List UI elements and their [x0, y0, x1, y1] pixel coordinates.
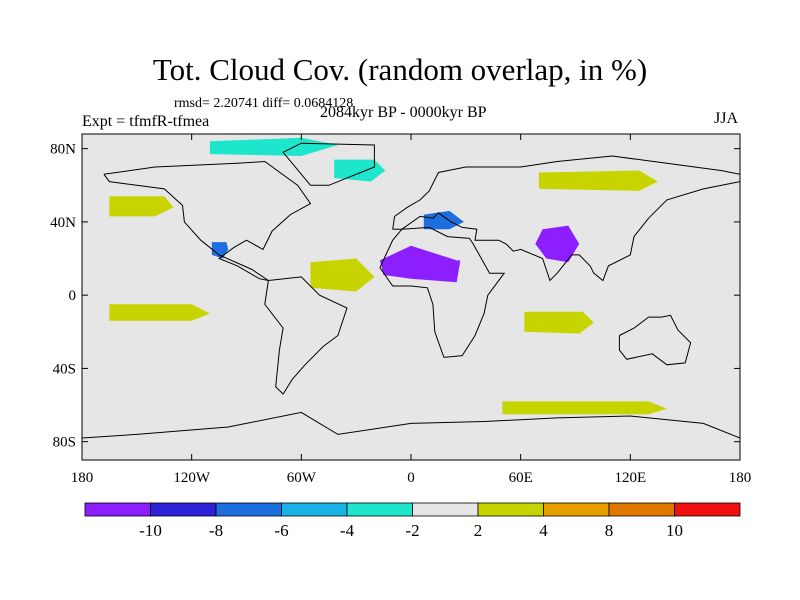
anomaly-europe-negative [423, 210, 464, 230]
anomaly-field [109, 137, 667, 415]
x-tick-label: 120W [173, 470, 211, 486]
anomaly-sahel-negative [379, 245, 461, 283]
anomaly-arctic-negative [209, 137, 338, 156]
colorbar-label: 10 [666, 521, 683, 540]
y-tick-label: 80N [50, 142, 76, 158]
y-tick-label: 40S [53, 361, 76, 377]
colorbar-label: -8 [209, 521, 223, 540]
experiment-label: Expt = tfmfR-tfmea [82, 113, 210, 130]
colorbar-swatch [608, 502, 675, 517]
coastline-0 [103, 160, 312, 281]
colorbar-label: 4 [539, 521, 548, 540]
colorbar: -10 -8 -6 -4 -2 2 4 8 10 [84, 502, 741, 540]
colorbar-label: 2 [474, 521, 483, 540]
coastline-3 [392, 155, 740, 282]
colorbar-swatch [84, 502, 151, 517]
map-area [82, 134, 740, 460]
x-tick-label: 60W [287, 470, 317, 486]
anomaly-india-negative [535, 225, 580, 263]
colorbar-swatch [150, 502, 217, 517]
anomaly-south-pacific-positive [109, 304, 210, 321]
season-label: JJA [714, 110, 739, 127]
x-tick-label: 120E [614, 470, 646, 486]
map-axes: 180 120W 60W 0 60E 120E 180 80N 40N 0 40S 80S [50, 133, 752, 486]
colorbar-swatch [215, 502, 282, 517]
x-tick-label: 180 [71, 470, 94, 486]
x-tick-label: 60E [509, 470, 533, 486]
coastline-1 [282, 142, 375, 186]
coastline-5 [618, 314, 692, 366]
anomaly-indian-ocean-positive [524, 311, 594, 334]
colorbar-swatch [412, 502, 479, 517]
colorbar-label: -4 [340, 521, 355, 540]
y-tick-label: 40N [50, 215, 76, 231]
coastline-6 [82, 411, 740, 439]
stats-label: rmsd= 2.20741 diff= 0.0684128 [174, 96, 354, 111]
y-tick-label: 80S [53, 435, 76, 451]
period-label: 2084kyr BP - 0000kyr BP [320, 104, 487, 121]
colorbar-swatch [477, 502, 544, 517]
colorbar-label: -2 [405, 521, 419, 540]
colorbar-swatch [346, 502, 413, 517]
anomaly-southern-ocean-positive [502, 401, 667, 415]
colorbar-swatch [674, 502, 741, 517]
anomaly-north-atlantic-negative [334, 159, 386, 182]
colorbar-swatch [543, 502, 610, 517]
y-tick-label: 0 [69, 288, 77, 304]
map-title: Tot. Cloud Cov. (random overlap, in %) [152, 52, 648, 87]
colorbar-label: 8 [605, 521, 614, 540]
x-tick-label: 0 [407, 470, 415, 486]
anomaly-north-pacific-positive [109, 196, 174, 217]
anomaly-siberia-positive [538, 170, 658, 191]
colorbar-label: -10 [139, 521, 162, 540]
coastline-4 [379, 226, 506, 358]
coastlines [82, 142, 740, 439]
colorbar-swatch [281, 502, 348, 517]
anomaly-tropical-atlantic-positive [310, 258, 375, 292]
colorbar-label: -6 [274, 521, 288, 540]
coastline-2 [264, 276, 348, 395]
x-tick-label: 180 [729, 470, 752, 486]
